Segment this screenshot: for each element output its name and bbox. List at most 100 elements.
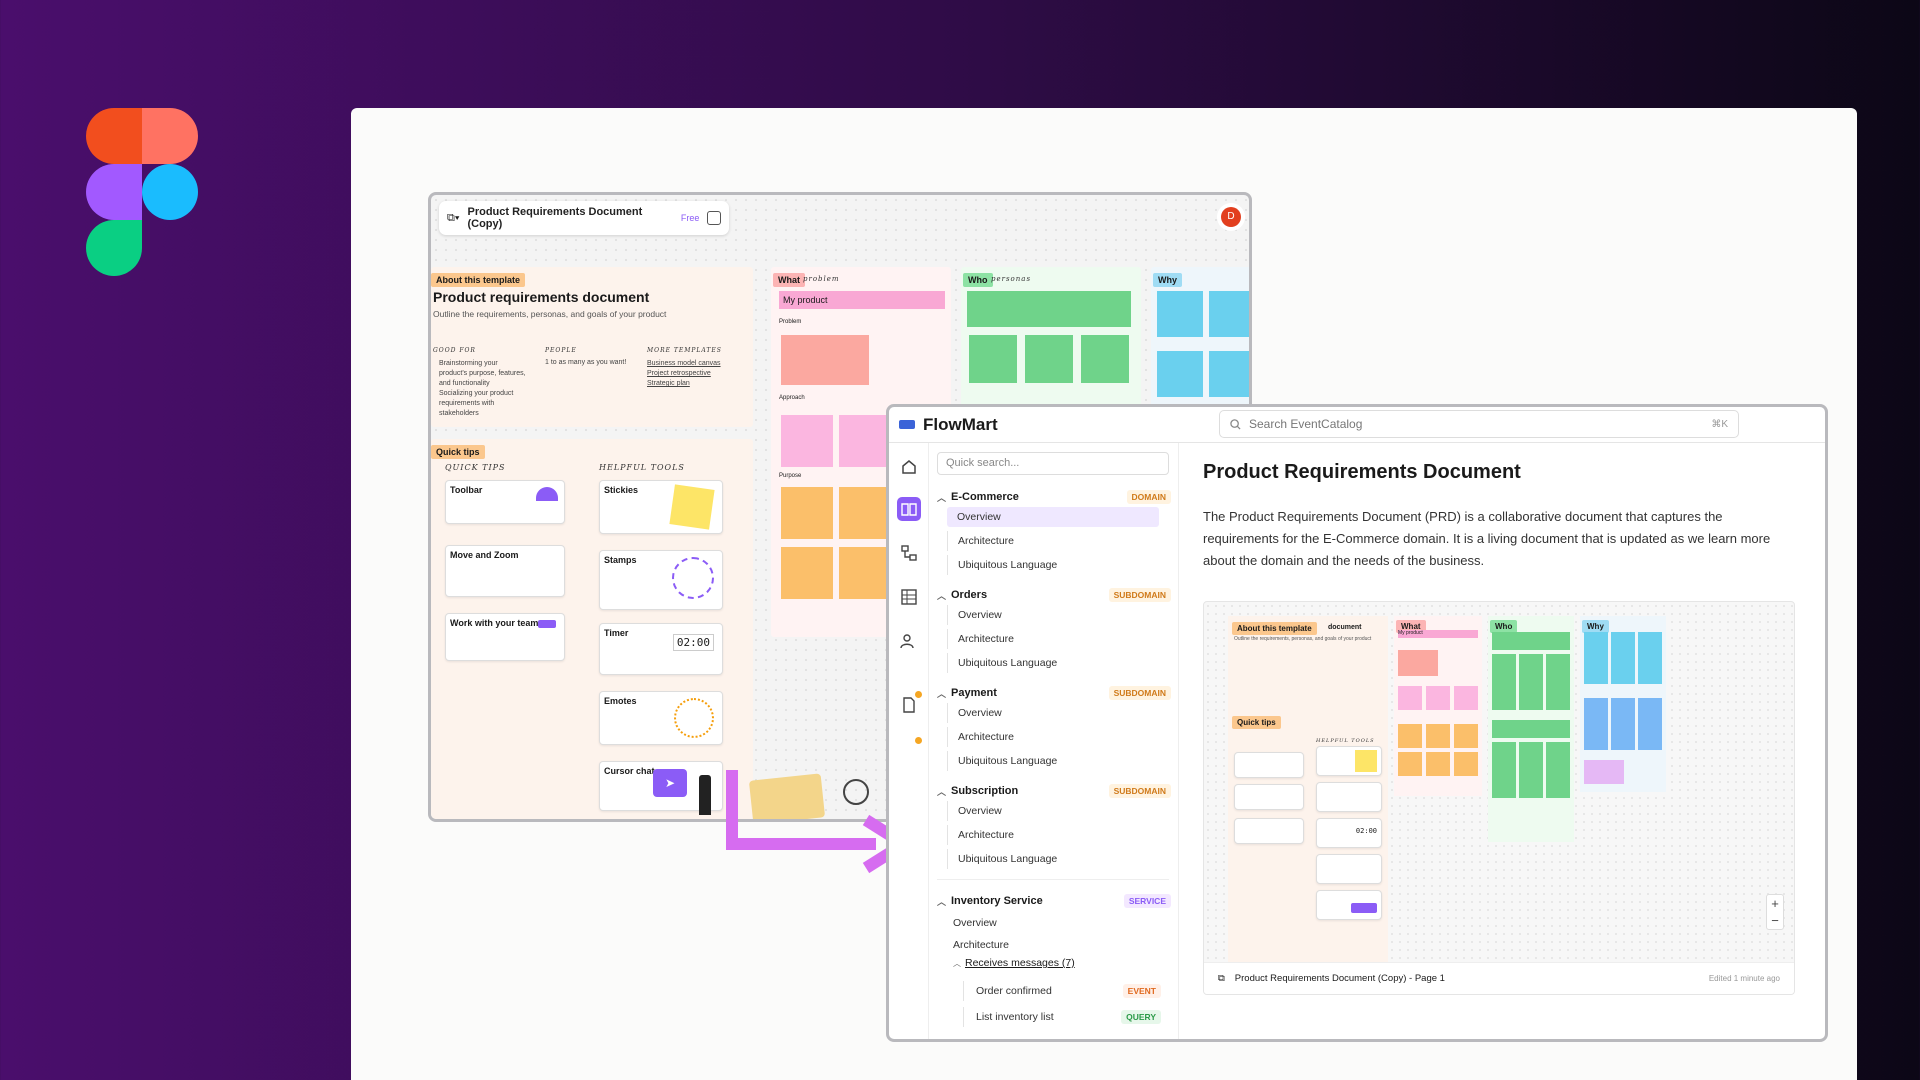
sidebar-item-architecture[interactable]: Architecture	[947, 825, 1159, 845]
home-icon[interactable]	[897, 455, 921, 479]
tool-title: Cursor chat	[604, 766, 655, 776]
zoom-in-icon[interactable]: +	[1771, 896, 1779, 911]
tip-card: Move and Zoom	[445, 545, 565, 597]
embed-doc-title: document	[1328, 624, 1362, 631]
sticky-note	[1454, 686, 1478, 710]
sidebar-item-overview[interactable]: Overview	[947, 507, 1159, 527]
table-icon[interactable]	[897, 585, 921, 609]
zoom-out-icon[interactable]: −	[1771, 913, 1779, 928]
flowmart-header: FlowMart Search EventCatalog ⌘K	[889, 407, 1825, 443]
figma-file-icon: ⧉	[1218, 973, 1225, 984]
good-for-list: Brainstorming your product's purpose, fe…	[439, 359, 527, 419]
shape-tool-icon[interactable]	[843, 779, 869, 805]
sidebar-item-architecture[interactable]: Architecture	[947, 727, 1159, 747]
service-badge: SERVICE	[1123, 894, 1171, 908]
sticky-note	[839, 487, 891, 539]
group-ecommerce[interactable]: ︿ E-Commerce DOMAIN	[937, 487, 1171, 507]
tip-title: Toolbar	[450, 485, 483, 495]
message-item[interactable]: Order confirmed EVENT	[963, 981, 1161, 1001]
tool-card: Stamps	[599, 550, 723, 610]
persona-card	[1492, 632, 1570, 650]
figma-embed[interactable]: About this template document Outline the…	[1203, 601, 1795, 995]
docs-icon[interactable]	[897, 497, 921, 521]
group-name: Payment	[951, 687, 997, 699]
doc-title: Product requirements document	[433, 289, 650, 305]
search-icon	[1230, 418, 1241, 430]
sidebar-item-overview[interactable]: Overview	[947, 801, 1159, 821]
sticky-note	[1081, 335, 1129, 383]
sidebar-item-language[interactable]: Ubiquitous Language	[947, 751, 1159, 771]
sidebar-item-language[interactable]: Ubiquitous Language	[947, 555, 1159, 575]
search-shortcut: ⌘K	[1711, 418, 1728, 430]
flows-icon[interactable]	[897, 541, 921, 565]
template-link[interactable]: Project retrospective	[647, 370, 711, 377]
chevron-up-icon: ︿	[937, 786, 947, 797]
subdomain-badge: SUBDOMAIN	[1108, 686, 1171, 700]
page-title: Product Requirements Document	[1203, 461, 1521, 483]
sticky-illustration	[669, 484, 715, 530]
query-badge: QUERY	[1121, 1010, 1161, 1024]
figma-menu-icon[interactable]: ⧉▾	[447, 211, 460, 224]
users-icon[interactable]	[897, 629, 921, 653]
embed-tool-card	[1316, 890, 1382, 920]
what-script: problem	[803, 275, 840, 283]
pen-tool-icon[interactable]	[699, 775, 711, 815]
sticky-note	[969, 335, 1017, 383]
embed-tip-card	[1234, 752, 1304, 778]
sidebar-item-language[interactable]: Ubiquitous Language	[947, 653, 1159, 673]
receives-messages-toggle[interactable]: ︿ Receives messages (7)	[953, 957, 1075, 969]
embed-file-name[interactable]: Product Requirements Document (Copy) - P…	[1234, 973, 1445, 984]
sticky-note	[1398, 752, 1422, 776]
sticky-grid	[1492, 654, 1570, 710]
tool-title: Emotes	[604, 696, 637, 706]
sidebar: Quick search... ︿ E-Commerce DOMAIN Overvi…	[929, 443, 1179, 1039]
embed-footer: ⧉ Product Requirements Document (Copy) -…	[1204, 962, 1794, 994]
zoom-controls[interactable]: + −	[1766, 894, 1784, 930]
sidebar-item-overview[interactable]: Overview	[947, 605, 1159, 625]
embed-subtitle: Outline the requirements, personas, and …	[1234, 636, 1372, 642]
group-name: Orders	[951, 589, 988, 601]
sticky-grid	[1584, 698, 1662, 750]
sidebar-item-overview[interactable]: Overview	[953, 917, 997, 929]
sidebar-item-architecture[interactable]: Architecture	[953, 939, 1010, 951]
sidebar-item-architecture[interactable]: Architecture	[947, 629, 1159, 649]
people-text: 1 to as many as you want!	[545, 359, 627, 366]
avatar[interactable]: D	[1221, 207, 1241, 227]
sidebar-item-language[interactable]: Ubiquitous Language	[947, 849, 1159, 869]
notification-dot	[915, 691, 922, 698]
tip-illustration	[538, 620, 556, 628]
document-icon[interactable]	[897, 693, 921, 717]
cursor-tool-icon[interactable]: ➤	[653, 769, 687, 797]
approach-label: Approach	[779, 395, 805, 401]
search-input[interactable]: Search EventCatalog ⌘K	[1219, 410, 1739, 438]
tip-title: Work with your team	[450, 618, 539, 628]
sidebar-item-overview[interactable]: Overview	[947, 703, 1159, 723]
group-inventory-service[interactable]: ︿ Inventory Service SERVICE	[937, 891, 1171, 911]
group-name: E-Commerce	[951, 491, 1019, 503]
sticky-illustration	[1355, 750, 1377, 772]
tool-card: Stickies	[599, 480, 723, 534]
more-templates-list: Business model canvas Project retrospect…	[647, 359, 721, 389]
good-for-item: Socializing your product requirements wi…	[439, 390, 514, 417]
sidebar-item-architecture[interactable]: Architecture	[947, 531, 1159, 551]
about-tag: About this template	[431, 273, 526, 287]
message-item[interactable]: List inventory list QUERY	[963, 1007, 1161, 1027]
subdomain-badge: SUBDOMAIN	[1108, 588, 1171, 602]
group-orders[interactable]: ︿ Orders SUBDOMAIN	[937, 585, 1171, 605]
main-content: Product Requirements Document The Produc…	[1179, 443, 1825, 1039]
group-payment[interactable]: ︿ Payment SUBDOMAIN	[937, 683, 1171, 703]
good-for-label: GOOD FOR	[433, 347, 476, 354]
brand[interactable]: FlowMart	[899, 415, 998, 435]
persona-card	[1492, 720, 1570, 738]
message-name: Order confirmed	[976, 985, 1052, 997]
sticky-note	[839, 415, 891, 467]
timer-display: 02:00	[672, 634, 714, 651]
embed-timer: 02:00	[1355, 827, 1377, 835]
stamps-illustration	[672, 557, 714, 599]
template-link[interactable]: Business model canvas	[647, 360, 721, 367]
group-subscription[interactable]: ︿ Subscription SUBDOMAIN	[937, 781, 1171, 801]
template-link[interactable]: Strategic plan	[647, 380, 690, 387]
quick-search-input[interactable]: Quick search...	[937, 452, 1169, 475]
share-icon[interactable]	[707, 211, 721, 225]
sticky-note	[1398, 686, 1422, 710]
